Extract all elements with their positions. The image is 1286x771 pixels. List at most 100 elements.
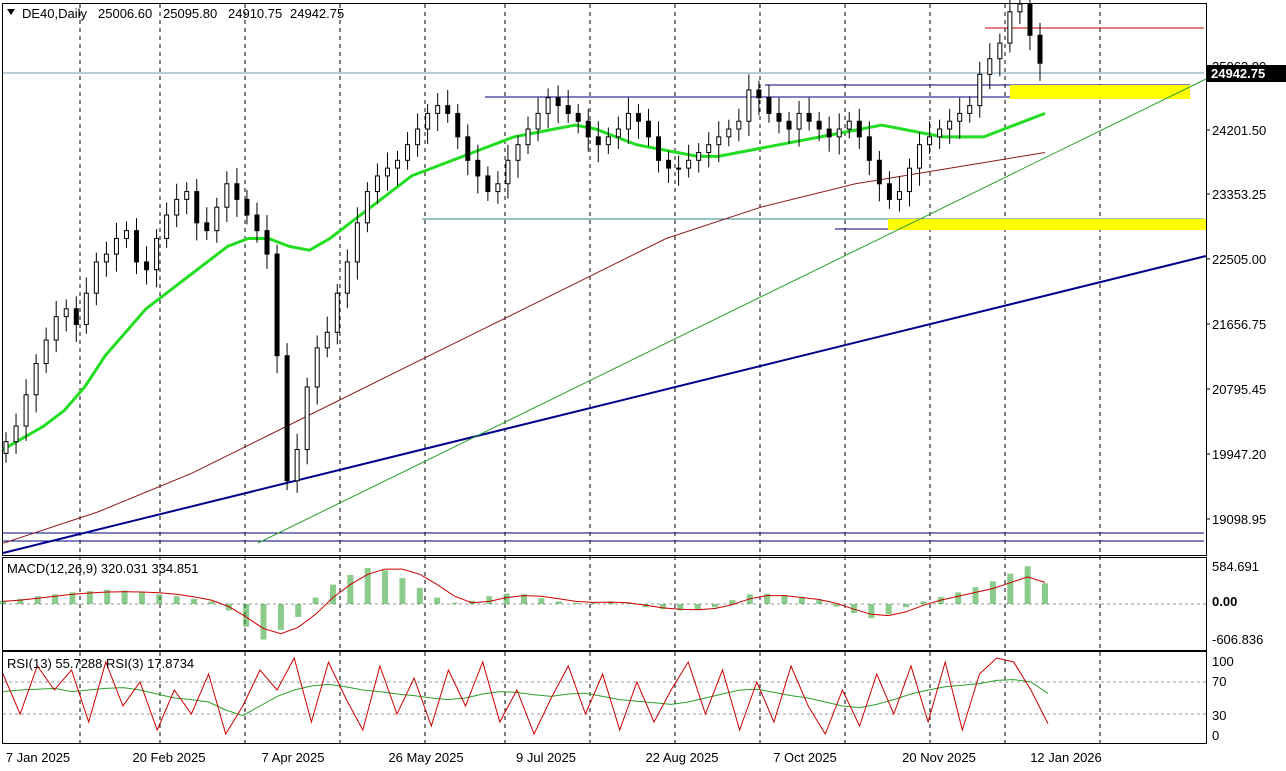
candle-15 xyxy=(154,229,160,288)
candle-5 xyxy=(53,300,59,353)
candle-body-16 xyxy=(164,214,170,239)
candle-24 xyxy=(244,190,250,225)
time-label-2: 7 Apr 2025 xyxy=(262,750,325,765)
candle-body-67 xyxy=(676,167,682,170)
candle-65 xyxy=(656,121,662,173)
candle-body-100 xyxy=(1007,11,1013,44)
candle-62 xyxy=(625,97,631,144)
candle-body-81 xyxy=(816,120,822,130)
candle-51 xyxy=(515,135,521,178)
time-label-5: 22 Aug 2025 xyxy=(645,750,718,765)
candle-1 xyxy=(13,413,19,454)
candle-47 xyxy=(475,144,481,194)
price-tick-label-3: 22505.00 xyxy=(1212,252,1266,267)
candle-body-28 xyxy=(284,355,290,482)
candle-10 xyxy=(103,241,109,277)
candle-body-92 xyxy=(927,136,933,146)
candle-body-62 xyxy=(625,112,631,130)
candle-body-65 xyxy=(656,136,662,161)
candle-36 xyxy=(364,182,370,233)
time-label-0: 7 Jan 2025 xyxy=(6,750,70,765)
collapse-triangle-icon[interactable] xyxy=(7,9,15,15)
candle-102 xyxy=(1027,0,1033,51)
candle-body-35 xyxy=(354,222,360,263)
candle-4 xyxy=(43,327,49,373)
candle-body-94 xyxy=(947,120,953,130)
trendlines xyxy=(2,78,1207,554)
candle-body-99 xyxy=(997,42,1003,60)
candle-body-43 xyxy=(435,105,441,114)
candle-body-57 xyxy=(575,112,581,122)
candle-body-87 xyxy=(876,159,882,185)
candle-body-97 xyxy=(977,73,983,107)
candle-body-96 xyxy=(967,105,973,114)
candle-57 xyxy=(575,104,581,134)
candle-body-70 xyxy=(706,144,712,153)
price-tick-label-5: 20795.45 xyxy=(1212,382,1266,397)
candle-body-22 xyxy=(224,183,230,208)
candle-27 xyxy=(274,244,280,374)
candle-78 xyxy=(786,111,792,144)
candle-64 xyxy=(645,108,651,147)
candle-body-21 xyxy=(214,206,220,232)
rsi-tick-2: 30 xyxy=(1212,708,1226,723)
candle-body-2 xyxy=(23,394,29,427)
candle-body-84 xyxy=(846,120,852,130)
candle-3 xyxy=(33,354,39,413)
candle-103 xyxy=(1037,22,1043,81)
candle-97 xyxy=(977,61,983,118)
candle-body-23 xyxy=(234,183,240,200)
candle-body-48 xyxy=(485,175,491,193)
low-value: 24910.75 xyxy=(228,6,282,21)
candle-59 xyxy=(595,121,601,163)
candle-body-46 xyxy=(465,136,471,161)
time-label-6: 7 Oct 2025 xyxy=(773,750,837,765)
candle-80 xyxy=(806,97,812,131)
candle-41 xyxy=(415,113,421,157)
candlesticks xyxy=(3,0,1043,493)
macd-tick-2: -606.836 xyxy=(1212,632,1263,647)
candle-body-17 xyxy=(174,198,180,216)
candle-69 xyxy=(696,143,702,173)
price-tick-label-4: 21656.75 xyxy=(1212,317,1266,332)
candle-48 xyxy=(485,166,491,201)
candle-body-9 xyxy=(93,261,99,294)
candle-body-40 xyxy=(405,144,411,161)
candle-body-93 xyxy=(937,128,943,138)
candle-body-88 xyxy=(886,183,892,200)
symbol-label: DE40,Daily xyxy=(22,6,88,21)
candle-19 xyxy=(194,179,200,241)
candle-body-24 xyxy=(244,198,250,216)
resistance-zone xyxy=(1010,85,1190,99)
candle-body-45 xyxy=(455,112,461,138)
price-tick-label-7: 19098.95 xyxy=(1212,512,1266,527)
macd-tick-1: 0.00 xyxy=(1212,594,1237,609)
candle-42 xyxy=(425,104,431,144)
candle-39 xyxy=(395,150,401,186)
candle-body-76 xyxy=(766,97,772,114)
candle-body-80 xyxy=(806,112,812,122)
candle-body-54 xyxy=(545,97,551,114)
candle-8 xyxy=(83,277,89,334)
price-tick-label-6: 19947.20 xyxy=(1212,447,1266,462)
candle-body-77 xyxy=(776,112,782,122)
candle-body-69 xyxy=(696,151,702,161)
candle-75 xyxy=(756,80,762,116)
candle-body-64 xyxy=(645,120,651,138)
candle-body-60 xyxy=(605,136,611,146)
rsi-pane-frame xyxy=(2,651,1207,744)
candle-32 xyxy=(324,316,330,358)
candle-body-61 xyxy=(615,128,621,138)
candle-70 xyxy=(706,132,712,168)
candle-29 xyxy=(294,433,300,493)
candle-79 xyxy=(796,100,802,147)
high-value: 25095.80 xyxy=(163,6,217,21)
candle-body-29 xyxy=(294,448,300,482)
candle-99 xyxy=(997,33,1003,77)
candle-40 xyxy=(405,132,411,170)
candle-66 xyxy=(666,150,672,183)
rsi-tick-3: 0 xyxy=(1212,728,1219,743)
long-term-trendline xyxy=(2,255,1207,554)
candle-body-52 xyxy=(525,128,531,146)
